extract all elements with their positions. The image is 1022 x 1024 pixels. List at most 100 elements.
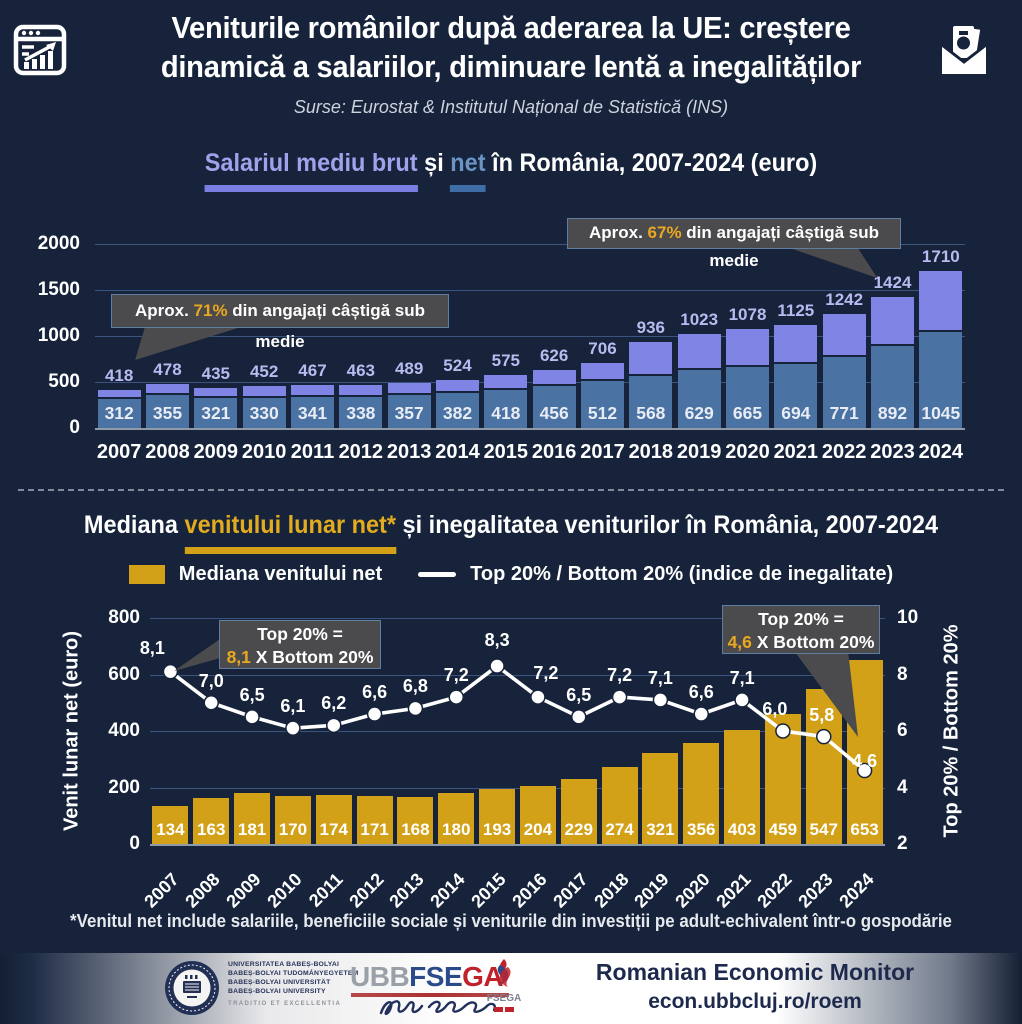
callout-71-percent: Aprox. 71% din angajați câștigă sub medi… bbox=[111, 294, 449, 351]
gross-value-label: 467 bbox=[298, 361, 327, 381]
bar-median-2016 bbox=[519, 786, 556, 844]
callout-4-6: Top 20% = 4,6 X Bottom 20% bbox=[722, 605, 880, 654]
gross-value-label: 418 bbox=[104, 365, 134, 385]
x-axis-year-label: 2019 bbox=[676, 441, 722, 463]
net-value-label: 357 bbox=[394, 403, 424, 423]
bar-net-2024 bbox=[919, 329, 963, 428]
net-value-label: 568 bbox=[636, 403, 666, 423]
net-value-label: 338 bbox=[346, 403, 376, 423]
bar-gross-2012 bbox=[339, 385, 383, 428]
gross-value-label: 435 bbox=[201, 363, 230, 383]
x-axis-year-label: 2023 bbox=[870, 441, 915, 463]
line-point-label: 7,1 bbox=[647, 667, 673, 688]
bar-median-2010 bbox=[274, 795, 311, 844]
page-title-line2: dinamică a salariilor, diminuare lentă a… bbox=[160, 49, 862, 84]
bar-net-2008 bbox=[146, 393, 189, 428]
bar-net-2020 bbox=[726, 364, 769, 428]
bar-median-2013 bbox=[397, 796, 434, 844]
bar-median-2012 bbox=[356, 795, 393, 844]
gridline bbox=[150, 787, 885, 789]
x-axis-year-label: 2008 bbox=[145, 441, 190, 463]
net-value-label: 629 bbox=[684, 403, 714, 423]
net-value-label: 456 bbox=[539, 403, 569, 423]
gross-value-label: 626 bbox=[539, 346, 569, 366]
line-point-label: 7,2 bbox=[443, 665, 469, 686]
gross-value-label: 1023 bbox=[680, 309, 719, 329]
bar-net-2012 bbox=[339, 394, 383, 428]
x-axis-year-label: 2017 bbox=[580, 441, 625, 463]
x-axis-year-label: 2007 bbox=[96, 441, 142, 463]
net-value-label: 694 bbox=[781, 403, 811, 423]
bar-value-label: 653 bbox=[850, 820, 879, 839]
y-axis-title-left: Venit lunar net (euro) bbox=[60, 630, 83, 832]
x-axis-year-label: 2024 bbox=[918, 441, 964, 463]
bar-value-label: 321 bbox=[646, 820, 675, 839]
bar-value-label: 204 bbox=[523, 820, 553, 839]
bar-gross-2009 bbox=[194, 387, 238, 428]
page-title-line1: Veniturile românilor după aderarea la UE… bbox=[171, 10, 851, 45]
line-point-label: 7,2 bbox=[607, 665, 633, 686]
y-axis-title-right: Top 20% / Bottom 20% bbox=[940, 624, 963, 838]
bar-median-2007 bbox=[152, 806, 189, 844]
net-value-label: 1045 bbox=[921, 403, 961, 423]
net-value-label: 382 bbox=[442, 403, 473, 423]
money-envelope-icon bbox=[938, 24, 990, 81]
net-value-label: 321 bbox=[201, 403, 231, 423]
gross-value-label: 489 bbox=[394, 359, 424, 378]
chart-average-salaries: Aprox. 71% din angajați câștigă sub medi… bbox=[0, 205, 1022, 475]
gross-value-label: 478 bbox=[153, 360, 182, 380]
y-axis-tick-label: 1000 bbox=[37, 325, 80, 346]
bar-net-2015 bbox=[484, 387, 528, 428]
brand-url[interactable]: econ.ubbcluj.ro/roem bbox=[648, 990, 862, 1013]
bar-median-2014 bbox=[438, 793, 475, 844]
ubb-seal-logo bbox=[163, 959, 221, 1022]
net-value-label: 665 bbox=[732, 403, 763, 423]
x-axis-year-label: 2022 bbox=[821, 441, 867, 463]
ubbfsega-logo: UBBFSEGA bbox=[350, 961, 504, 992]
bar-value-label: 459 bbox=[768, 820, 798, 839]
line-point-label: 6,5 bbox=[239, 684, 265, 705]
callout-8-1-tail bbox=[174, 639, 222, 671]
chart1-title-brut: Salariul mediu brut bbox=[204, 149, 418, 192]
svg-text:FSEGA: FSEGA bbox=[487, 993, 521, 1004]
gross-value-label: 524 bbox=[443, 355, 472, 375]
gridline bbox=[150, 844, 885, 846]
bar-net-2014 bbox=[436, 390, 479, 428]
chart2-title-p1: Mediana bbox=[83, 511, 185, 539]
x-axis-year-label: 2012 bbox=[338, 441, 384, 463]
bar-gross-2022 bbox=[822, 313, 866, 428]
chart-median-income-inequality: Venit lunar net (euro) Top 20% / Bottom … bbox=[0, 595, 1022, 920]
y-axis-tick-left: 600 bbox=[108, 663, 140, 685]
dotted-separator bbox=[18, 489, 1004, 491]
y-axis-tick-right: 8 bbox=[897, 663, 908, 685]
callout-67-percent: Aprox. 67% din angajați câștigă sub medi… bbox=[567, 218, 901, 270]
x-axis-year-label: 2021 bbox=[773, 441, 819, 463]
net-value-label: 355 bbox=[152, 403, 183, 423]
bar-gross-2019 bbox=[677, 333, 721, 428]
net-value-label: 418 bbox=[491, 403, 521, 423]
bar-gross-2015 bbox=[484, 375, 528, 428]
bar-net-2023 bbox=[871, 343, 914, 428]
bar-gross-2011 bbox=[291, 385, 334, 428]
line-point-label: 6,6 bbox=[362, 682, 388, 703]
bar-value-label: 134 bbox=[156, 820, 185, 839]
bar-gross-2017 bbox=[581, 363, 624, 428]
bar-net-2022 bbox=[822, 355, 866, 428]
x-axis-year-label: 2011 bbox=[290, 441, 335, 463]
bar-median-2009 bbox=[234, 792, 271, 844]
bar-chart-window-icon bbox=[13, 20, 67, 85]
legend-bar-label: Mediana venitului net bbox=[178, 563, 383, 585]
y-axis-tick-left: 800 bbox=[108, 607, 140, 628]
bar-gross-2021 bbox=[774, 324, 818, 428]
bar-gross-2020 bbox=[726, 328, 769, 428]
bar-gross-2010 bbox=[242, 386, 286, 428]
legend-bar-swatch bbox=[128, 565, 165, 584]
bar-net-2011 bbox=[291, 394, 334, 428]
bar-value-label: 168 bbox=[401, 820, 430, 839]
gross-value-label: 463 bbox=[346, 361, 375, 381]
university-motto: TRADITIO ET EXCELLENTIA bbox=[228, 1001, 342, 1007]
line-point-label: 6,1 bbox=[280, 696, 306, 717]
line-point-label: 8,1 bbox=[139, 637, 165, 658]
line-point-label: 6,5 bbox=[566, 684, 592, 705]
